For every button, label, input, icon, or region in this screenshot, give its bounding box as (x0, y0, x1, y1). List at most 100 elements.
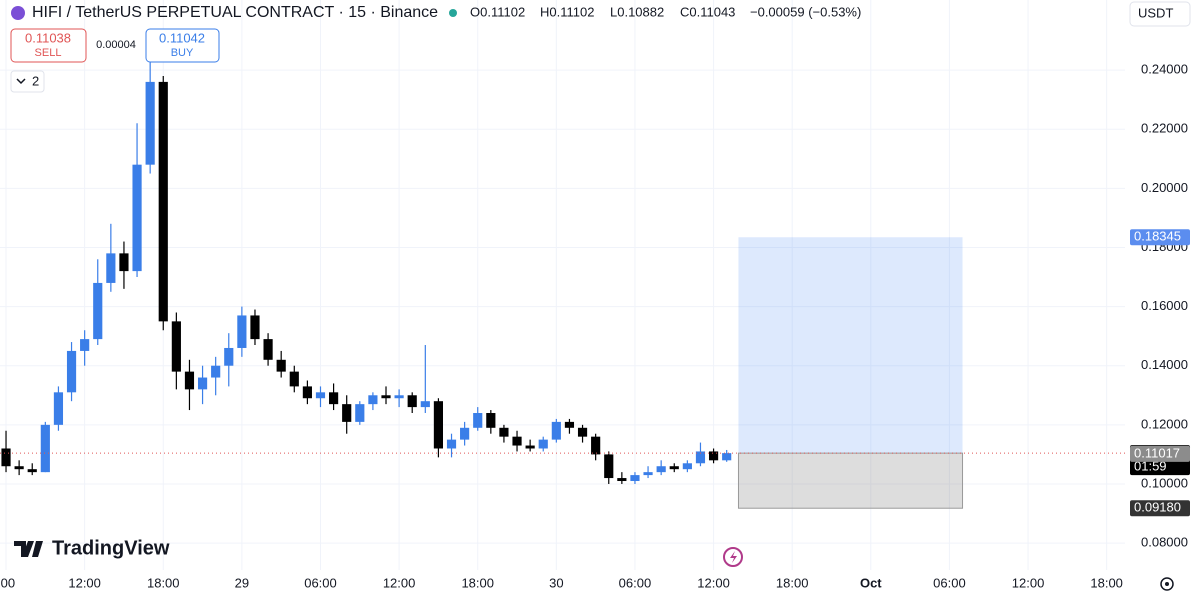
candle-body (669, 466, 679, 470)
x-tick-label: 18:00 (1090, 575, 1123, 590)
candle-body (355, 404, 365, 422)
x-tick-label: 30 (549, 575, 563, 590)
plot (0, 61, 1125, 484)
sell-label: SELL (35, 47, 62, 59)
candle-body (66, 350, 77, 393)
currency-button[interactable] (1129, 1, 1191, 27)
candle-body (119, 253, 129, 272)
candle-body (446, 439, 457, 449)
candle-body (486, 413, 496, 428)
symbol: HIFI / TetherUS PERPETUAL CONTRACT · 15 … (32, 4, 438, 21)
candle-body (682, 463, 692, 470)
candle-body (630, 475, 640, 482)
ohlc-change: −0.00059 (−0.53%) (750, 4, 861, 19)
candle-body (433, 401, 444, 449)
indicator-count: 2 (32, 73, 39, 88)
ohlc-high: H0.11102 (540, 4, 594, 19)
y-tick-label: 0.10000 (1141, 475, 1188, 490)
candle-body (643, 472, 653, 476)
x-tick-label: 06:00 (304, 575, 337, 590)
candle-body (315, 392, 326, 399)
candle-body (460, 427, 470, 440)
grid (0, 0, 1125, 570)
candle-body (342, 404, 352, 422)
candle-body (394, 395, 404, 399)
x-tick-label: 12:00 (1012, 575, 1045, 590)
candle-body (368, 395, 378, 405)
buy-button[interactable] (145, 28, 220, 63)
candle-body (53, 392, 64, 425)
candle-body (132, 164, 142, 272)
candle-body (263, 339, 273, 360)
candle-body (1, 448, 11, 467)
price-label-box (1130, 445, 1190, 462)
y-tick-label: 0.08000 (1141, 535, 1188, 550)
candle-body (499, 427, 509, 437)
x-tick-label: 18:00 (776, 575, 809, 590)
candle-body (27, 469, 37, 473)
sell-button[interactable] (10, 28, 87, 63)
target-zone (738, 237, 963, 454)
status-dot (449, 9, 457, 17)
candle-body (604, 454, 614, 479)
candle-body (211, 365, 221, 378)
candle-body (145, 81, 155, 165)
countdown: 01:59 (1134, 459, 1167, 474)
indicators-toggle[interactable] (10, 70, 45, 93)
x-tick-label: 06:00 (619, 575, 652, 590)
x-tick-label: 18:00 (461, 575, 494, 590)
symbol-icon (11, 6, 25, 20)
candle-body (250, 315, 260, 340)
price-label: 0.11017 (1134, 445, 1180, 460)
candle-body (512, 436, 522, 446)
spread: 0.00004 (96, 39, 136, 51)
candle-body (577, 427, 588, 437)
price-label-box (1130, 229, 1190, 246)
currency: USDT (1138, 5, 1173, 20)
candle-body (420, 401, 430, 408)
y-tick-label: 0.16000 (1141, 298, 1188, 313)
candle-body (158, 81, 168, 322)
chevron (16, 78, 26, 85)
candle-body (591, 436, 601, 455)
settings[interactable] (1160, 577, 1174, 591)
price-label: 0.18345 (1134, 229, 1181, 244)
candle-body (407, 395, 417, 408)
stop-zone (737, 452, 964, 509)
candle-body (93, 282, 103, 340)
x-tick-label: 12:00 (383, 575, 416, 590)
candle-body (538, 439, 548, 449)
candle-body (617, 478, 627, 482)
candle-body (473, 413, 483, 428)
x-tick-label: 18:00 (147, 575, 180, 590)
x-tick-label: :00 (0, 575, 15, 590)
x-tick-label: 29 (235, 575, 249, 590)
bolt (730, 551, 737, 563)
buy-price: 0.11042 (159, 30, 205, 45)
x-tick-label: 06:00 (933, 575, 966, 590)
x-tick-label: Oct (860, 575, 882, 590)
settings-dot (1165, 582, 1169, 586)
y-tick-label: 0.14000 (1141, 357, 1188, 372)
candle-body (289, 371, 299, 387)
sell-price: 0.11038 (25, 30, 71, 45)
candle-body (722, 453, 732, 461)
candle-body (525, 445, 535, 449)
y-tick-label: 0.12000 (1141, 416, 1188, 431)
price-label-box (1130, 500, 1190, 517)
candle-body (564, 421, 575, 428)
candle-body (14, 466, 24, 470)
x-tick-label: 12:00 (697, 575, 730, 590)
candle-body (381, 395, 391, 399)
candle-body (197, 377, 208, 390)
candle-body (106, 253, 116, 283)
y-tick-label: 0.20000 (1141, 180, 1188, 195)
x-tick-label: 12:00 (68, 575, 101, 590)
ohlc-low: L0.10882 (610, 4, 664, 19)
candle-body (656, 466, 666, 473)
y-tick-label: 0.24000 (1141, 62, 1188, 77)
candle-body (695, 451, 706, 464)
candle-body (171, 321, 181, 372)
price-label: 0.09180 (1134, 500, 1181, 515)
